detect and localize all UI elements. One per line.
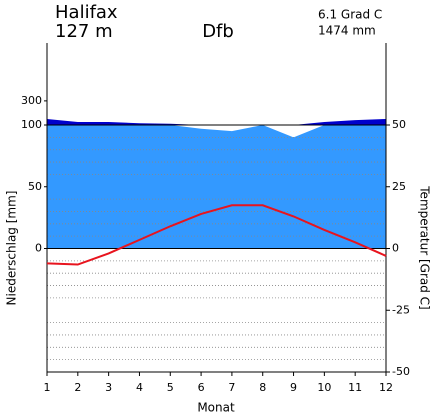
station: Halifax xyxy=(55,2,118,23)
y-tick-label: 100 xyxy=(21,118,42,131)
annual-precipitation: 1474 mm xyxy=(318,24,376,38)
x-tick-label: 1 xyxy=(44,381,51,394)
x-tick-label: 10 xyxy=(317,381,331,394)
y2-tick-label: 50 xyxy=(392,118,406,131)
y-tick-label: 0 xyxy=(35,242,42,255)
x-tick-label: 9 xyxy=(290,381,297,394)
precipitation-area xyxy=(47,125,386,249)
mean-temperature: 6.1 Grad C xyxy=(318,8,382,22)
x-tick-label: 3 xyxy=(105,381,112,394)
x-tick-label: 7 xyxy=(228,381,235,394)
x-tick-label: 2 xyxy=(74,381,81,394)
x-tick-label: 6 xyxy=(198,381,205,394)
y-label: Niederschlag [mm] xyxy=(5,191,19,306)
x-tick-label: 12 xyxy=(379,381,393,394)
x-tick-label: 4 xyxy=(136,381,143,394)
y2-tick-label: 25 xyxy=(392,180,406,193)
x-tick-label: 8 xyxy=(259,381,266,394)
y2-label: Temperatur [Grad C] xyxy=(418,185,432,309)
x-label: Monat xyxy=(197,401,235,415)
x-tick-label: 11 xyxy=(348,381,362,394)
elevation: 127 m xyxy=(55,21,113,42)
y2-tick-label: -25 xyxy=(392,303,410,316)
temperature-line xyxy=(46,204,387,266)
climate-class: Dfb xyxy=(202,21,234,42)
precipitation-excess xyxy=(47,118,386,125)
y-tick-label: 50 xyxy=(28,180,42,193)
y2-tick-label: 0 xyxy=(392,242,399,255)
y-tick-label: 300 xyxy=(21,94,42,107)
x-tick-label: 5 xyxy=(167,381,174,394)
y2-tick-label: -50 xyxy=(392,365,410,378)
